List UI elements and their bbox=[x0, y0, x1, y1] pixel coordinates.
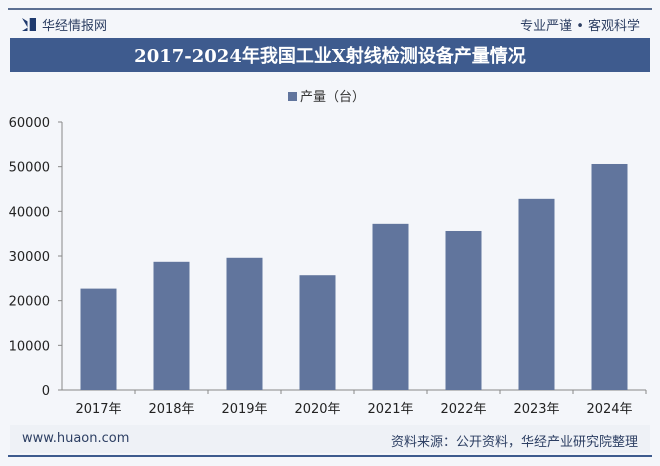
bar-2024年 bbox=[591, 163, 628, 390]
bar-2021年 bbox=[372, 223, 409, 390]
y-tick-label: 10000 bbox=[9, 339, 50, 354]
bar-2018年 bbox=[153, 261, 190, 390]
y-tick-label: 60000 bbox=[9, 116, 50, 131]
legend-swatch bbox=[288, 92, 297, 101]
bar-2020年 bbox=[299, 275, 336, 390]
y-tick-label: 30000 bbox=[9, 250, 50, 265]
x-tick-label: 2023年 bbox=[513, 402, 559, 417]
legend-label: 产量（台） bbox=[300, 90, 365, 105]
x-tick-label: 2019年 bbox=[221, 402, 267, 417]
slogan: 专业严谨 • 客观科学 bbox=[520, 19, 640, 34]
top-divider bbox=[8, 8, 652, 10]
bottom-divider bbox=[8, 455, 652, 457]
chart-title: 2017-2024年我国工业X射线检测设备产量情况 bbox=[10, 38, 650, 72]
y-tick-label: 40000 bbox=[9, 205, 50, 220]
bar-2017年 bbox=[80, 288, 117, 390]
footer-band bbox=[10, 425, 650, 453]
bar-2023年 bbox=[518, 198, 555, 390]
bar-2022年 bbox=[445, 230, 482, 390]
source-note: 资料来源：公开资料，华经产业研究院整理 bbox=[390, 435, 638, 450]
x-tick-label: 2021年 bbox=[367, 402, 413, 417]
y-tick-label: 20000 bbox=[9, 295, 50, 310]
brand-name: 华经情报网 bbox=[42, 19, 108, 34]
brand: 华经情报网 bbox=[22, 15, 107, 34]
x-tick-label: 2018年 bbox=[148, 402, 194, 417]
x-tick-label: 2022年 bbox=[440, 402, 486, 417]
x-tick-label: 2020年 bbox=[294, 402, 340, 417]
y-tick-label: 0 bbox=[42, 384, 50, 399]
bar-2019年 bbox=[226, 257, 263, 390]
website-url: www.huaon.com bbox=[22, 431, 130, 446]
y-tick-label: 50000 bbox=[9, 161, 50, 176]
x-tick-label: 2024年 bbox=[586, 402, 632, 417]
x-tick-label: 2017年 bbox=[75, 402, 121, 417]
